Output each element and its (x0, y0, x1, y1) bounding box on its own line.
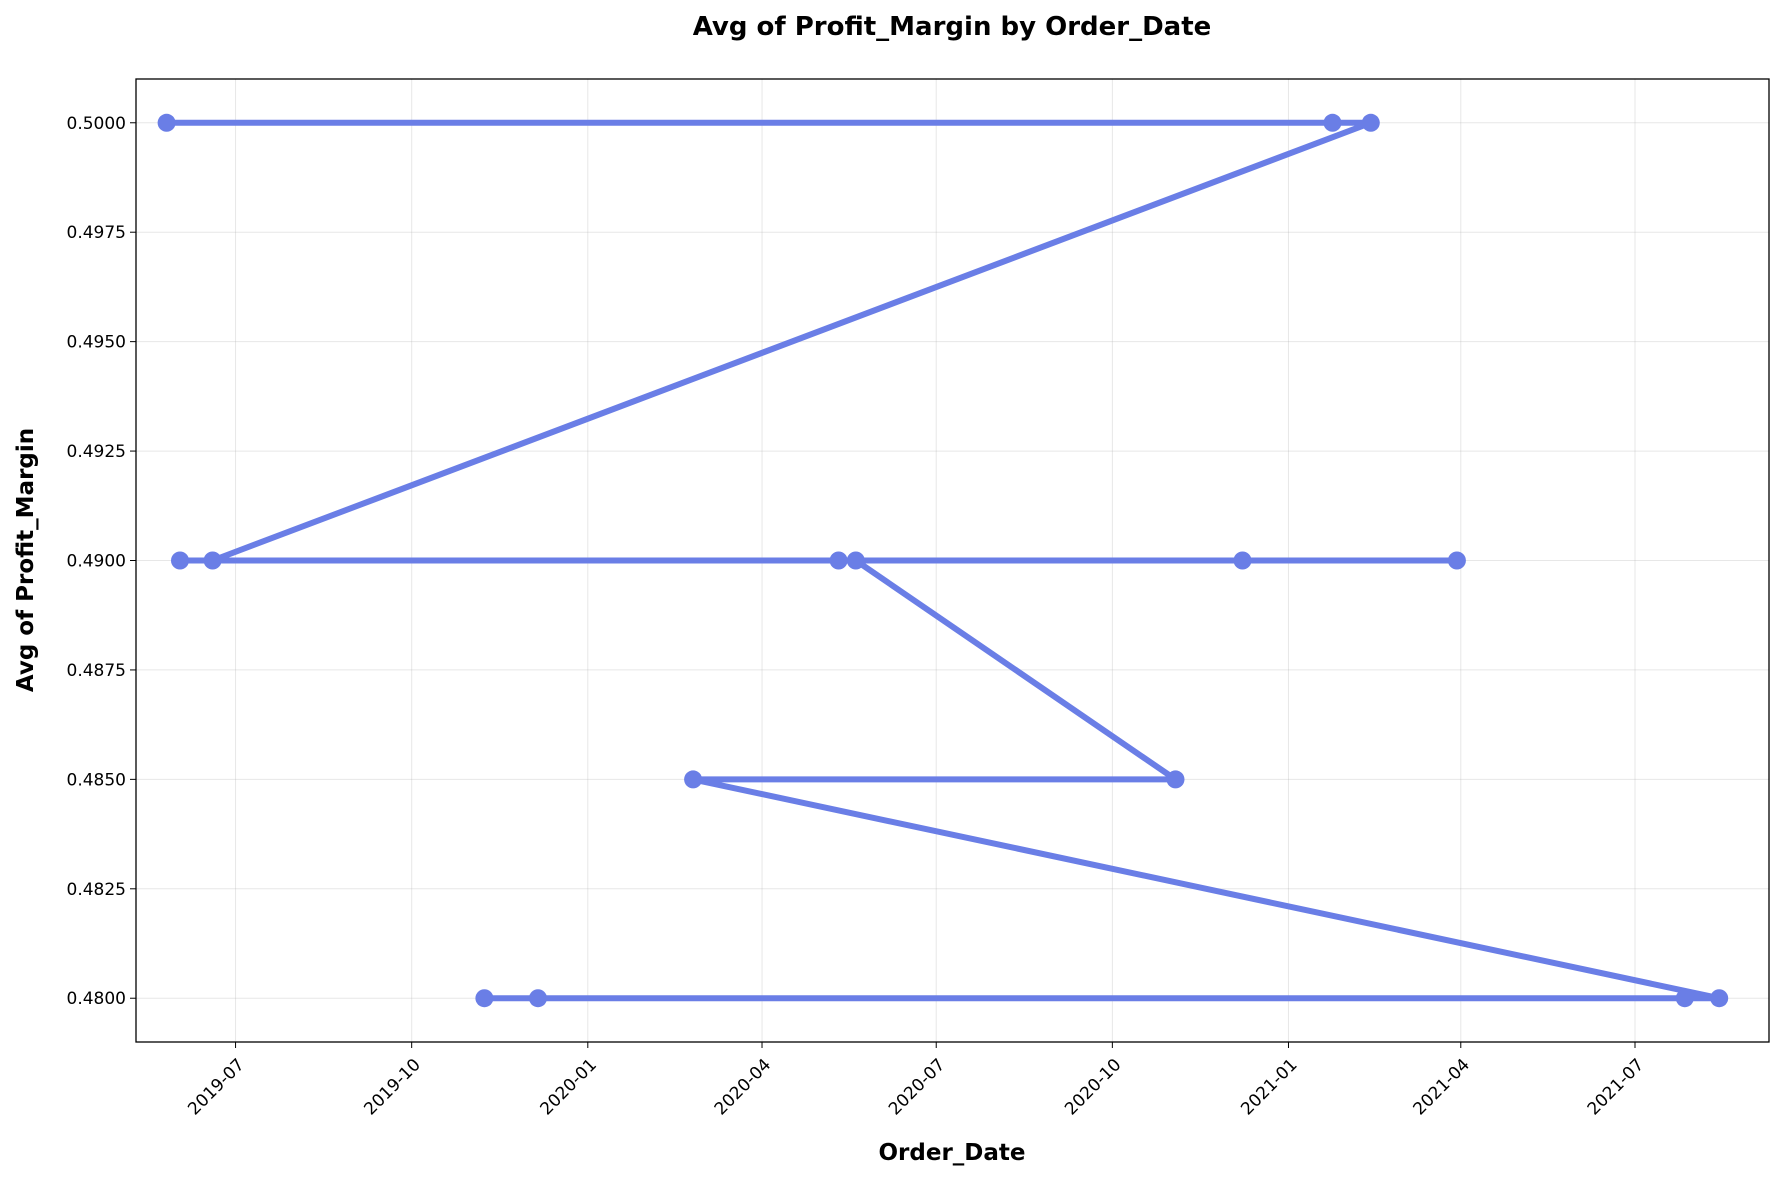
data-point (1675, 989, 1694, 1008)
data-point (1710, 989, 1729, 1008)
series-profit-margin (157, 113, 1729, 1008)
data-point (529, 989, 547, 1008)
x-tick-label: 2021-07 (1584, 1055, 1648, 1119)
data-point (846, 551, 865, 570)
data-point (1166, 770, 1185, 789)
x-tick-label: 2019-07 (184, 1055, 248, 1119)
data-point (1361, 113, 1380, 132)
y-tick-label: 0.4875 (67, 661, 126, 681)
data-point (157, 113, 176, 132)
y-tick-label: 0.4825 (67, 880, 126, 900)
data-markers (157, 113, 1729, 1008)
x-tick-label: 2020-07 (885, 1055, 949, 1119)
x-tick-label: 2021-01 (1237, 1055, 1301, 1119)
y-tick-label: 0.4950 (67, 333, 126, 353)
y-axis-ticks: 0.4800 0.4825 0.4850 0.4875 0.4900 0.4925 0.49… (67, 114, 136, 1009)
data-point (475, 989, 494, 1008)
y-tick-label: 0.4800 (67, 989, 126, 1009)
data-point (1447, 551, 1466, 570)
y-tick-label: 0.4850 (67, 770, 126, 790)
x-axis-label: Order_Date (878, 1140, 1025, 1166)
x-tick-label: 2019-10 (360, 1055, 424, 1119)
data-point (171, 551, 189, 570)
data-point (1323, 113, 1342, 132)
x-tick-label: 2020-04 (711, 1055, 775, 1119)
y-tick-label: 0.5000 (67, 114, 126, 134)
x-tick-label: 2020-10 (1061, 1055, 1125, 1119)
x-tick-label: 2020-01 (537, 1055, 601, 1119)
x-axis-ticks: 2019-07 2019-10 2020-01 2020-04 2020-07 2020-… (184, 1042, 1648, 1119)
y-tick-label: 0.4900 (67, 552, 126, 572)
data-point (684, 770, 703, 789)
y-tick-label: 0.4975 (67, 223, 126, 243)
chart-title: Avg of Profit_Margin by Order_Date (693, 12, 1212, 42)
y-tick-label: 0.4925 (67, 442, 126, 462)
data-point (829, 551, 848, 570)
y-axis-label: Avg of Profit_Margin (13, 428, 39, 692)
data-point (203, 551, 222, 570)
data-point (1233, 551, 1252, 570)
x-tick-label: 2021-04 (1410, 1055, 1474, 1119)
